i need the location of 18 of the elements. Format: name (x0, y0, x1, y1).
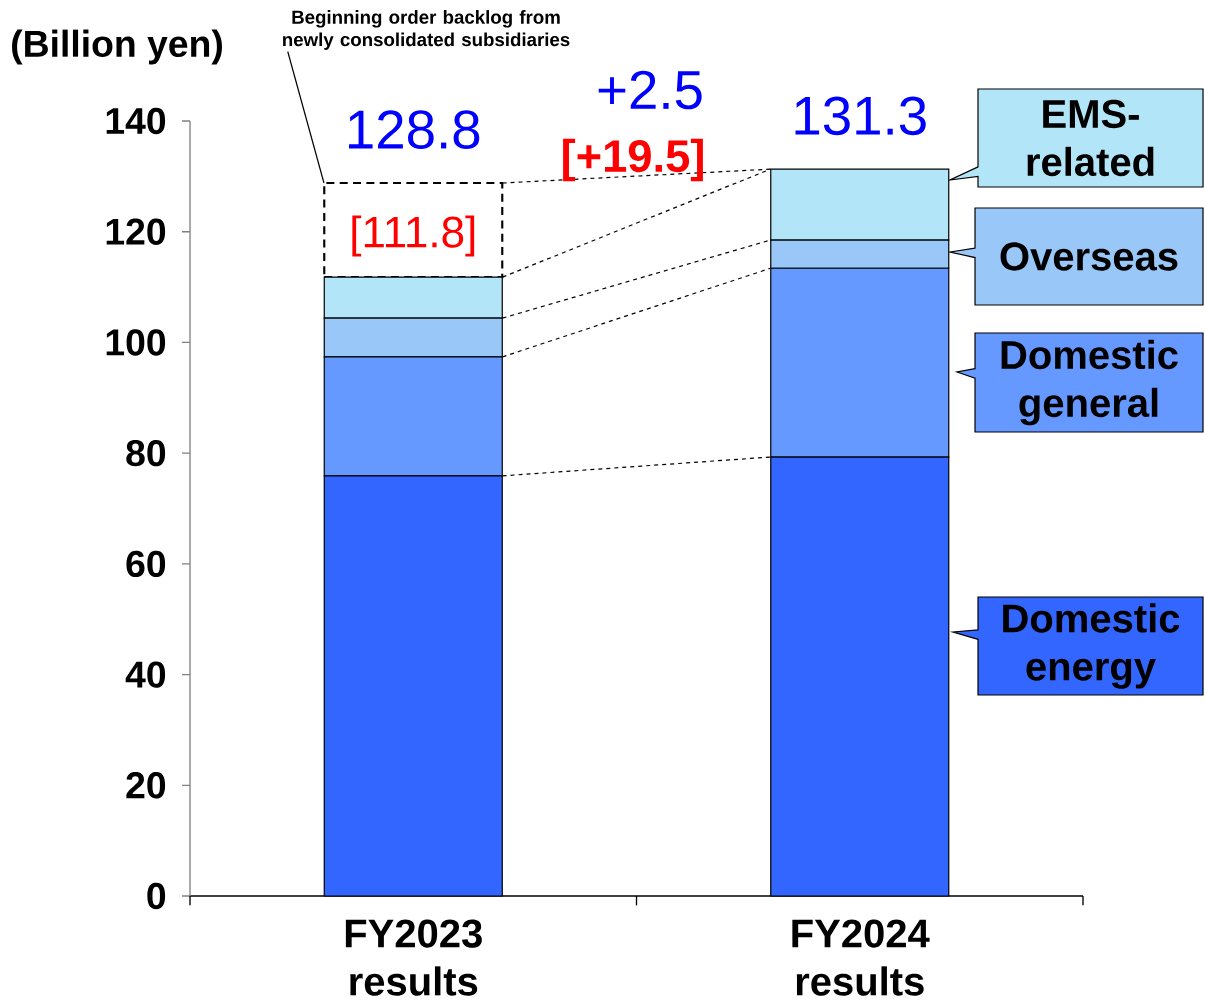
y-tick-label: 140 (106, 107, 166, 135)
x-tick-label: FY2023 results (345, 919, 482, 996)
x-tick-label: FY2024 results (792, 919, 930, 996)
y-tick-label: 80 (126, 439, 166, 467)
total-label: 131.3 (795, 96, 926, 136)
y-axis-title: (Billion yen) (12, 29, 222, 65)
y-tick-label: 0 (147, 882, 166, 910)
y-tick-label: 60 (126, 550, 166, 578)
total-label: 128.8 (349, 110, 480, 149)
annotation: [+19.5] (563, 138, 703, 182)
text: +2.5 (598, 70, 702, 110)
annotation: [111.8] (352, 215, 475, 257)
y-tick-label: 20 (126, 772, 166, 799)
y-tick-label: 120 (106, 218, 166, 245)
series-label: Domestic general (1001, 339, 1178, 426)
y-tick-label: 40 (125, 661, 166, 688)
y-tick-label: 100 (106, 329, 166, 356)
text: Beginning order backlog from newly consolidated subsidiaries (283, 10, 570, 50)
